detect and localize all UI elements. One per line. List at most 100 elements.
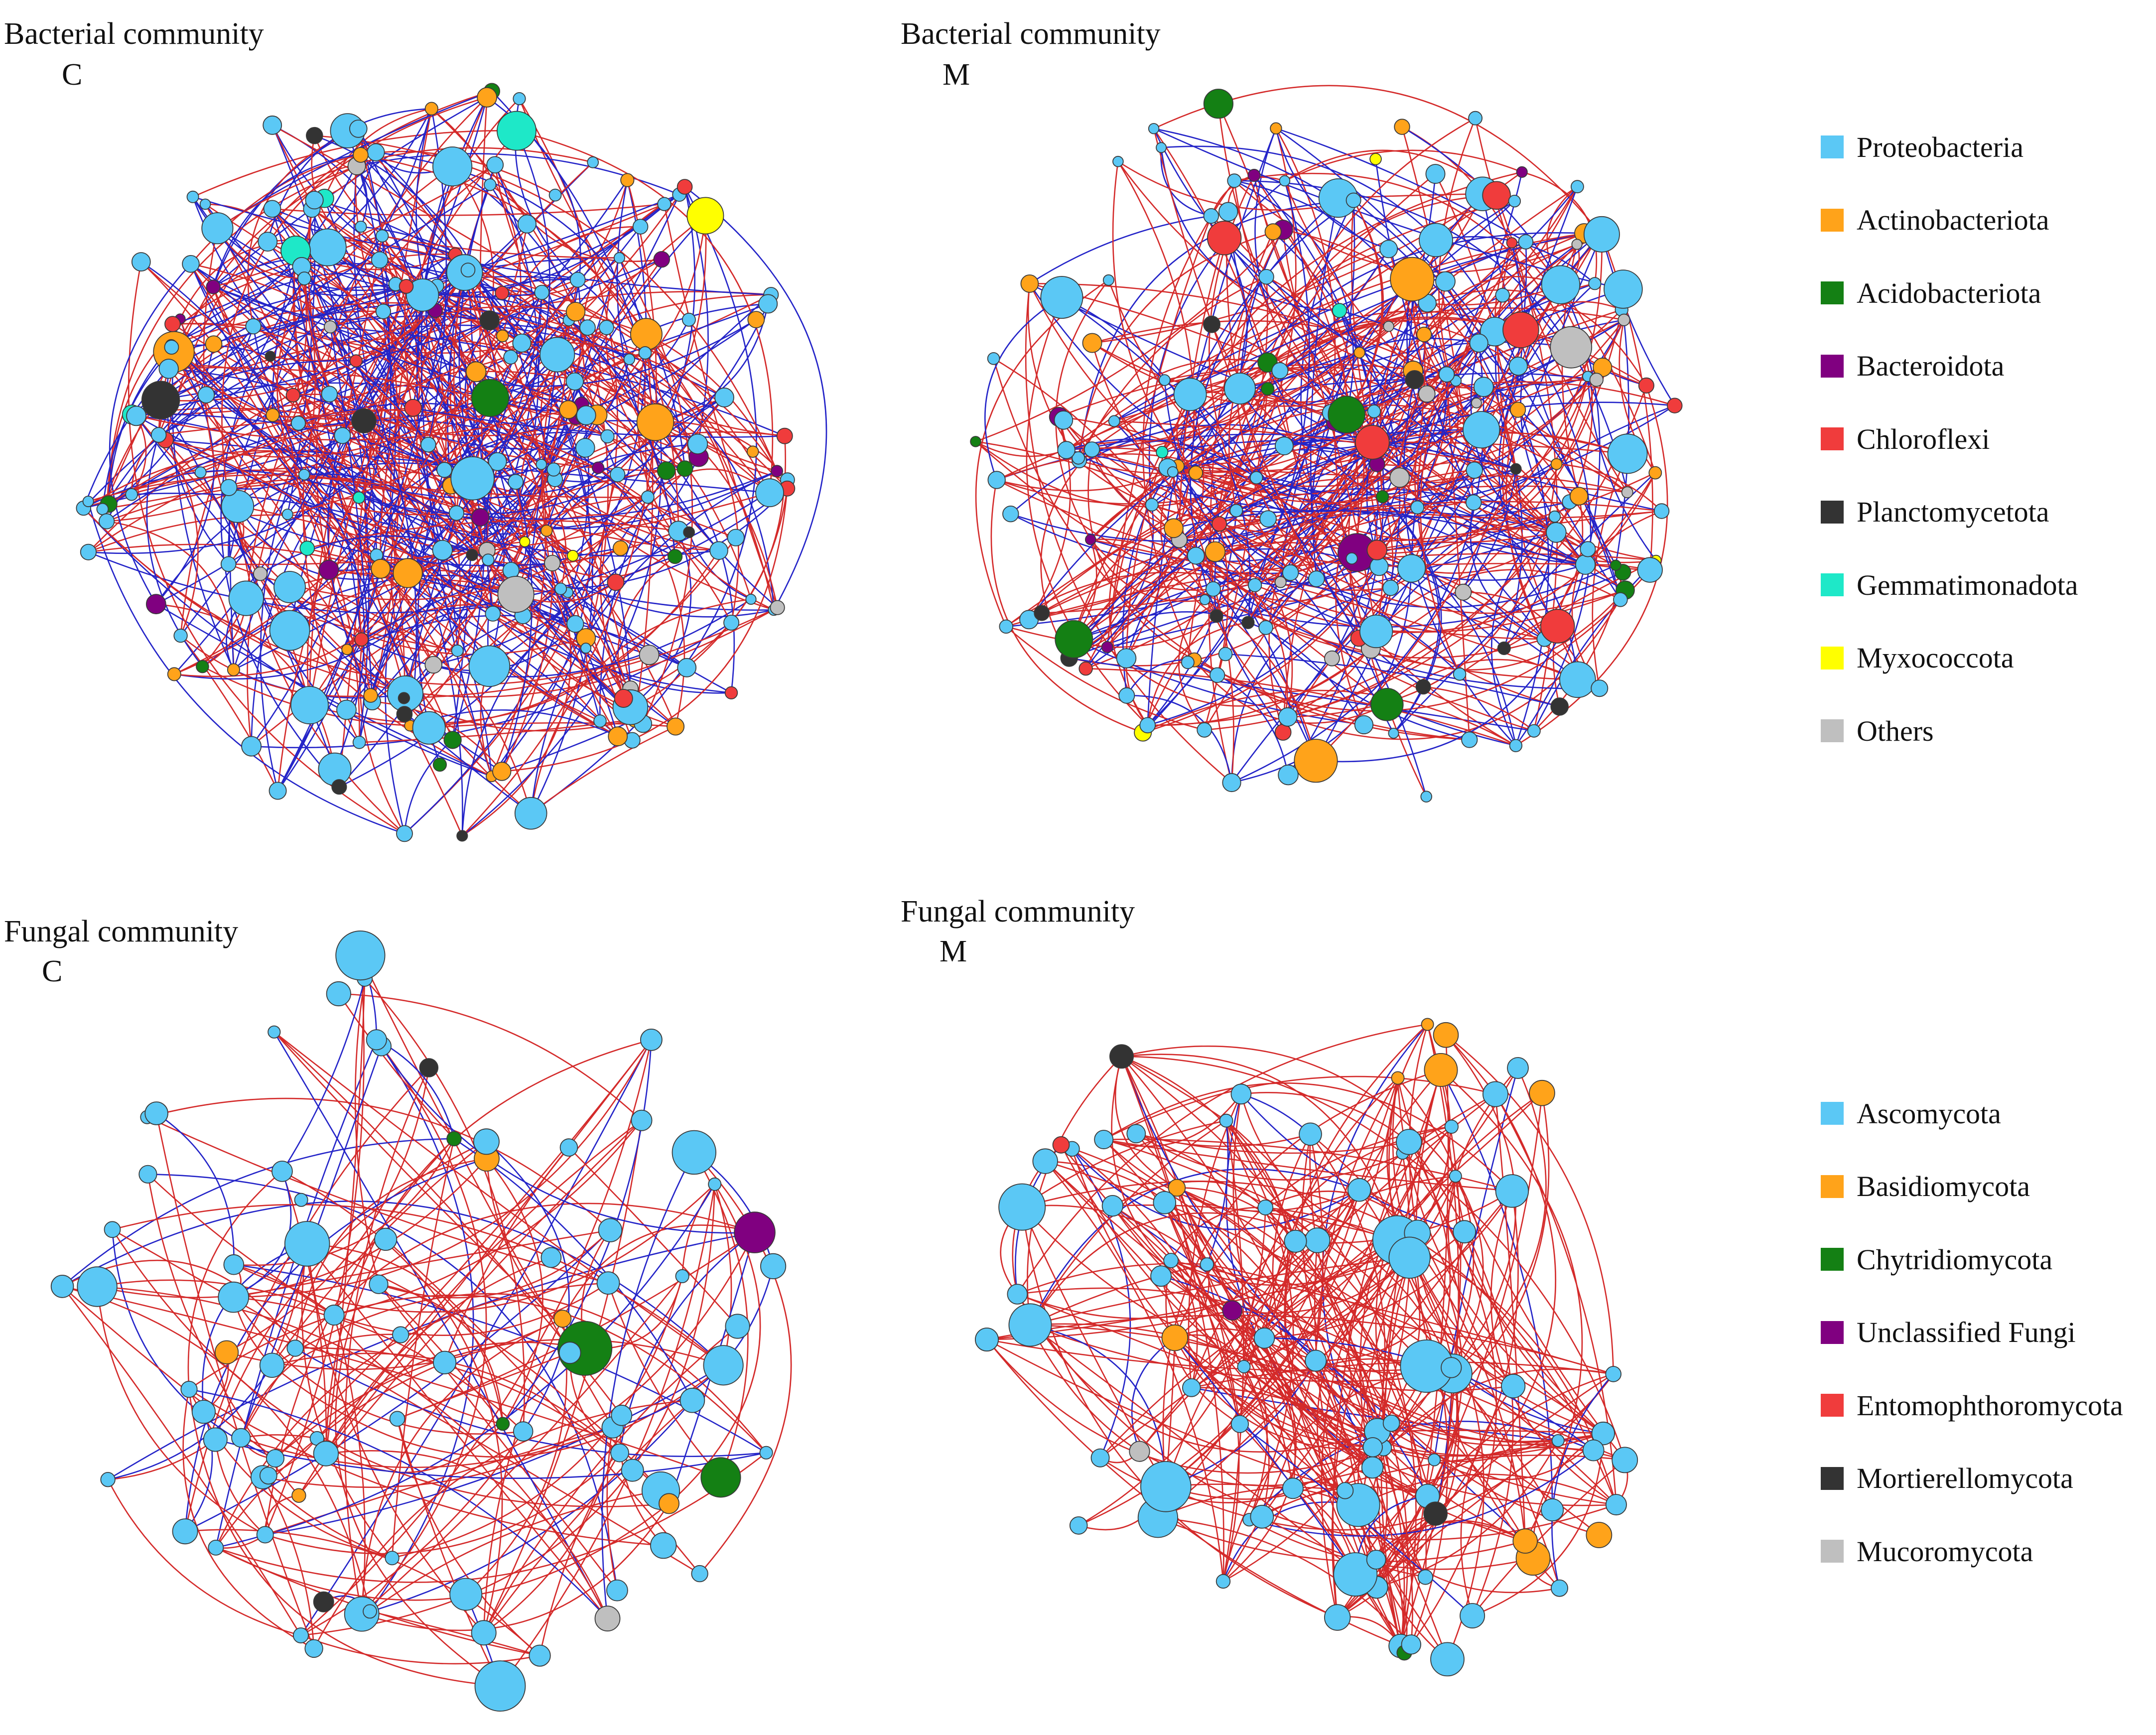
network-node [334, 427, 351, 444]
positive-edge [1231, 1310, 1604, 1443]
legend-item: Mortierellomycota [1821, 1459, 2073, 1498]
positive-edge [1475, 118, 1628, 493]
network-node [1569, 487, 1589, 506]
network-node [465, 361, 487, 383]
positive-edge [108, 1439, 216, 1480]
network-node [1388, 728, 1399, 739]
positive-edge [344, 1067, 429, 1614]
positive-edge [1079, 460, 1196, 475]
network-node [1419, 223, 1453, 258]
network-node [474, 1660, 526, 1712]
network-node [657, 197, 672, 211]
network-node [145, 594, 166, 615]
positive-edge [228, 492, 770, 565]
network-node [1420, 791, 1432, 802]
network-node [653, 251, 671, 268]
network-node [593, 714, 607, 728]
positive-edge [681, 1184, 715, 1276]
network-node [221, 490, 255, 523]
negative-edge [347, 547, 621, 650]
network-node [1376, 490, 1389, 504]
positive-edge [270, 272, 465, 362]
legend-swatch [1821, 208, 1844, 232]
positive-edge [585, 215, 706, 416]
legend-swatch [1821, 719, 1844, 742]
network-node [1512, 1528, 1538, 1554]
positive-edge [338, 993, 642, 1121]
negative-edge [456, 470, 778, 520]
negative-edge [1255, 338, 1479, 478]
legend-label: Others [1857, 714, 1934, 747]
negative-edge [497, 131, 550, 462]
network-node [1072, 451, 1085, 465]
positive-edge [1263, 1337, 1426, 1578]
positive-edge [1045, 1161, 1224, 1582]
network-node [606, 1579, 628, 1602]
positive-edge [354, 978, 380, 1285]
positive-edge [1072, 1148, 1240, 1582]
network-node [1359, 614, 1393, 649]
negative-edge [271, 208, 362, 640]
positive-edge [397, 1352, 570, 1420]
positive-edge [277, 161, 594, 791]
network-node [125, 488, 138, 501]
network-node [231, 1428, 251, 1448]
network-node [1347, 1178, 1371, 1202]
negative-edge [375, 152, 486, 740]
network-node [1369, 557, 1389, 576]
network-node [1370, 688, 1404, 721]
network-node [313, 1441, 339, 1467]
network-node [553, 1310, 572, 1328]
negative-edge [189, 1388, 608, 1619]
network-node [1575, 554, 1596, 575]
network-node [1241, 616, 1255, 629]
network-node [1610, 559, 1621, 571]
network-node [1612, 1447, 1638, 1473]
network-node [1425, 164, 1446, 184]
negative-edge [1188, 662, 1289, 775]
negative-edge [574, 381, 735, 693]
negative-edge [1172, 429, 1482, 473]
network-node [473, 1128, 500, 1155]
positive-edge [1316, 1232, 1418, 1588]
network-node [631, 1109, 653, 1131]
network-node [486, 156, 504, 174]
network-node [1126, 1124, 1146, 1144]
negative-edge [455, 254, 631, 689]
positive-edge [1176, 1188, 1617, 1506]
negative-edge [1515, 329, 1592, 746]
network-node [1007, 1284, 1028, 1305]
positive-edge [1030, 1264, 1208, 1326]
negative-edge [281, 978, 366, 1172]
positive-edge [325, 1039, 652, 1454]
network-node [349, 354, 363, 368]
network-node [82, 496, 94, 508]
negative-edge [87, 501, 405, 834]
network-node [559, 400, 578, 419]
positive-edge [1204, 516, 1556, 731]
network-node [227, 663, 240, 676]
positive-edge [1333, 422, 1427, 797]
network-node [424, 102, 438, 116]
network-node [544, 554, 561, 572]
network-node [724, 686, 738, 700]
positive-edge [1254, 244, 1578, 586]
network-node [745, 593, 757, 605]
positive-edge [1029, 555, 1197, 620]
positive-edge [274, 1039, 652, 1459]
network-node [1188, 465, 1204, 480]
network-node [1508, 195, 1521, 208]
legend-swatch [1821, 500, 1844, 524]
negative-edge [184, 1411, 213, 1532]
positive-edge [1225, 1120, 1559, 1442]
network-node [1205, 541, 1226, 562]
positive-edge [483, 1326, 738, 1633]
positive-edge [83, 508, 650, 685]
positive-edge [494, 164, 785, 437]
positive-edge [292, 305, 647, 396]
positive-edge [1515, 385, 1668, 746]
positive-edge [1388, 1077, 1604, 1434]
network-node [449, 1578, 483, 1611]
legend-item: Chytridiomycota [1821, 1239, 2052, 1279]
positive-edge [215, 1452, 767, 1583]
